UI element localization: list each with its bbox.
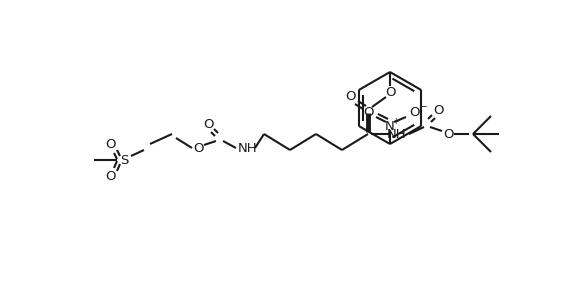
Text: O: O — [193, 142, 203, 154]
Text: N: N — [385, 119, 395, 133]
Text: +: + — [392, 117, 398, 126]
Text: O: O — [433, 103, 443, 117]
Text: O: O — [362, 105, 373, 119]
Text: −: − — [419, 102, 427, 112]
Text: O: O — [443, 128, 453, 140]
Text: O: O — [105, 169, 115, 182]
Text: NH: NH — [387, 128, 407, 140]
Text: O: O — [105, 138, 115, 152]
Text: O: O — [345, 90, 355, 102]
Text: NH: NH — [238, 142, 258, 154]
Text: O: O — [385, 86, 395, 98]
Text: O: O — [203, 117, 213, 131]
Text: S: S — [120, 154, 128, 166]
Text: O: O — [409, 105, 419, 119]
